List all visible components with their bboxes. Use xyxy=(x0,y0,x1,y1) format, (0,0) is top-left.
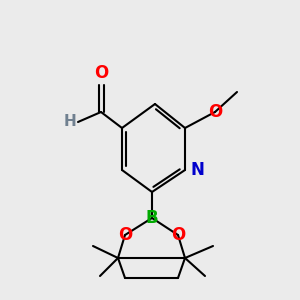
Text: H: H xyxy=(63,115,76,130)
Text: N: N xyxy=(191,161,205,179)
Text: O: O xyxy=(118,226,132,244)
Text: O: O xyxy=(171,226,185,244)
Text: O: O xyxy=(208,103,222,121)
Text: O: O xyxy=(94,64,108,82)
Text: B: B xyxy=(146,209,158,227)
